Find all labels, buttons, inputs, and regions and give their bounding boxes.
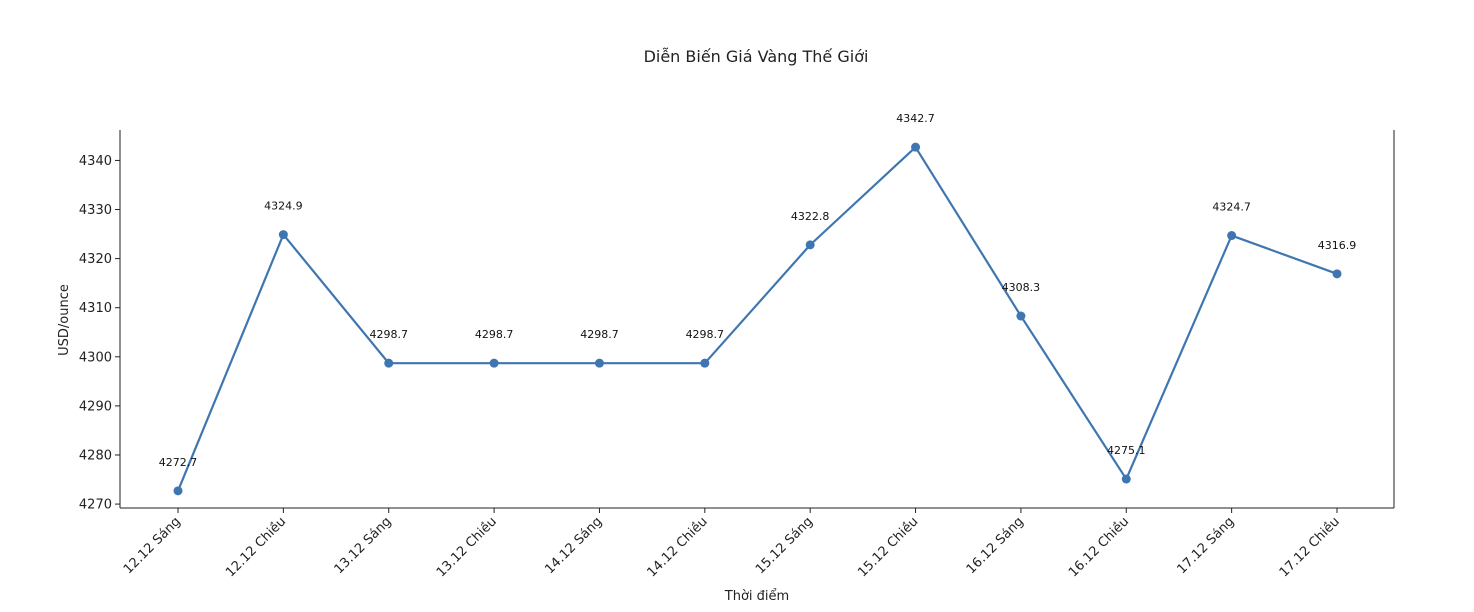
x-tick-label: 14.12 Sáng bbox=[542, 514, 605, 577]
x-axis-label: Thời điểm bbox=[724, 589, 789, 604]
data-label: 4308.3 bbox=[1002, 281, 1041, 294]
data-point bbox=[1016, 311, 1026, 321]
y-ticks: 4270 4280 4290 4300 4310 4320 4330 4340 bbox=[79, 154, 120, 513]
x-tick-label: 13.12 Chiều bbox=[434, 514, 500, 580]
data-point bbox=[1121, 474, 1131, 484]
data-label: 4322.8 bbox=[791, 210, 830, 223]
data-point bbox=[1227, 231, 1237, 241]
x-tick-label: 15.12 Chiều bbox=[855, 514, 921, 580]
data-label: 4324.7 bbox=[1212, 201, 1251, 214]
x-tick-label: 17.12 Sáng bbox=[1174, 514, 1237, 577]
x-tick-label: 13.12 Sáng bbox=[332, 514, 395, 577]
y-tick-label: 4300 bbox=[79, 350, 112, 365]
x-tick-label: 16.12 Sáng bbox=[964, 514, 1027, 577]
data-point bbox=[805, 240, 815, 250]
data-label: 4342.7 bbox=[896, 112, 935, 125]
y-tick-label: 4330 bbox=[79, 203, 112, 218]
x-ticks: 12.12 Sáng 12.12 Chiều 13.12 Sáng 13.12 Chi… bbox=[121, 508, 1343, 580]
data-label: 4298.7 bbox=[369, 328, 408, 341]
data-point bbox=[911, 142, 921, 152]
data-point bbox=[278, 230, 288, 240]
y-tick-label: 4290 bbox=[79, 399, 112, 414]
x-tick-label: 12.12 Chiều bbox=[223, 514, 289, 580]
x-tick-label: 17.12 Chiều bbox=[1277, 514, 1343, 580]
data-point bbox=[700, 358, 710, 368]
series-line bbox=[176, 146, 1338, 492]
y-tick-label: 4280 bbox=[79, 448, 112, 463]
data-point bbox=[173, 486, 183, 496]
y-tick-label: 4270 bbox=[79, 498, 112, 513]
data-labels: 4272.7 4324.9 4298.7 4298.7 4298.7 4298.7 4322… bbox=[159, 112, 1357, 469]
data-label: 4324.9 bbox=[264, 200, 303, 213]
series bbox=[173, 142, 1342, 496]
data-label: 4298.7 bbox=[475, 328, 514, 341]
data-label: 4275.1 bbox=[1107, 444, 1146, 457]
data-point bbox=[489, 358, 499, 368]
y-tick-label: 4310 bbox=[79, 301, 112, 316]
axes bbox=[119, 130, 1395, 509]
x-tick-label: 16.12 Chiều bbox=[1066, 514, 1132, 580]
x-tick-label: 14.12 Chiều bbox=[645, 514, 711, 580]
chart-title: Diễn Biến Giá Vàng Thế Giới bbox=[644, 47, 869, 66]
data-label: 4298.7 bbox=[580, 328, 619, 341]
data-label: 4316.9 bbox=[1318, 239, 1357, 252]
data-label: 4272.7 bbox=[159, 456, 198, 469]
y-tick-label: 4340 bbox=[79, 154, 112, 169]
data-point bbox=[384, 358, 394, 368]
data-point bbox=[1332, 269, 1342, 279]
data-label: 4298.7 bbox=[686, 328, 725, 341]
data-point bbox=[594, 358, 604, 368]
y-tick-label: 4320 bbox=[79, 252, 112, 267]
x-tick-label: 15.12 Sáng bbox=[753, 514, 816, 577]
y-axis-label: USD/ounce bbox=[57, 284, 72, 356]
x-tick-label: 12.12 Sáng bbox=[121, 514, 184, 577]
